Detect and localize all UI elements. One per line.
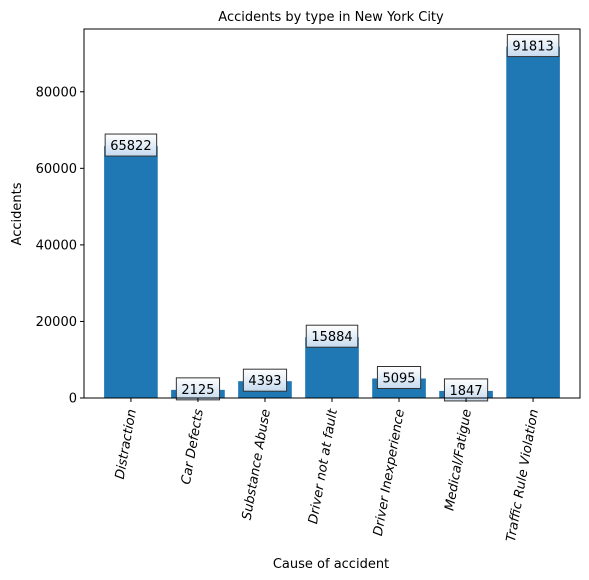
y-axis-ticks: 0 20000 40000 60000 80000: [36, 85, 84, 407]
data-label: 91813: [512, 40, 553, 55]
data-label: 65822: [110, 139, 151, 154]
bar: [506, 46, 560, 399]
y-tick-label: 60000: [36, 162, 77, 177]
data-label: 15884: [311, 330, 352, 345]
bar: [104, 146, 158, 398]
chart-title: Accidents by type in New York City: [218, 10, 444, 25]
data-label-box: [376, 365, 422, 389]
data-labels-group: 65822 2125 4393 15884 5095 1847 91813: [104, 34, 560, 402]
data-label: 1847: [450, 384, 483, 399]
data-label-box: [242, 368, 288, 392]
y-tick-label: 80000: [36, 85, 77, 100]
x-tick-label: Substance Abuse: [240, 408, 274, 521]
x-tick-label: Distraction: [113, 408, 140, 480]
data-label: 5095: [382, 371, 415, 386]
x-tick-label: Car Defects: [179, 408, 207, 486]
x-axis-ticks: Distraction Car Defects Substance Abuse Dri…: [113, 398, 542, 543]
y-tick-label: 0: [69, 392, 77, 407]
y-axis-label: Accidents: [10, 182, 25, 245]
x-tick-label: Driver Inexperience: [371, 408, 408, 537]
data-label: 2125: [181, 383, 214, 398]
data-label: 4393: [248, 374, 281, 389]
x-tick-label: Driver not at fault: [306, 407, 341, 525]
y-tick-label: 40000: [36, 238, 77, 253]
x-axis-label: Cause of accident: [273, 557, 389, 572]
x-tick-label: Traffic Rule Violation: [504, 408, 542, 543]
y-tick-label: 20000: [36, 315, 77, 330]
data-label-box: [104, 133, 158, 157]
data-label-box: [506, 34, 560, 58]
x-tick-label: Medical/Fatigue: [442, 408, 475, 512]
data-label-box: [305, 324, 359, 348]
